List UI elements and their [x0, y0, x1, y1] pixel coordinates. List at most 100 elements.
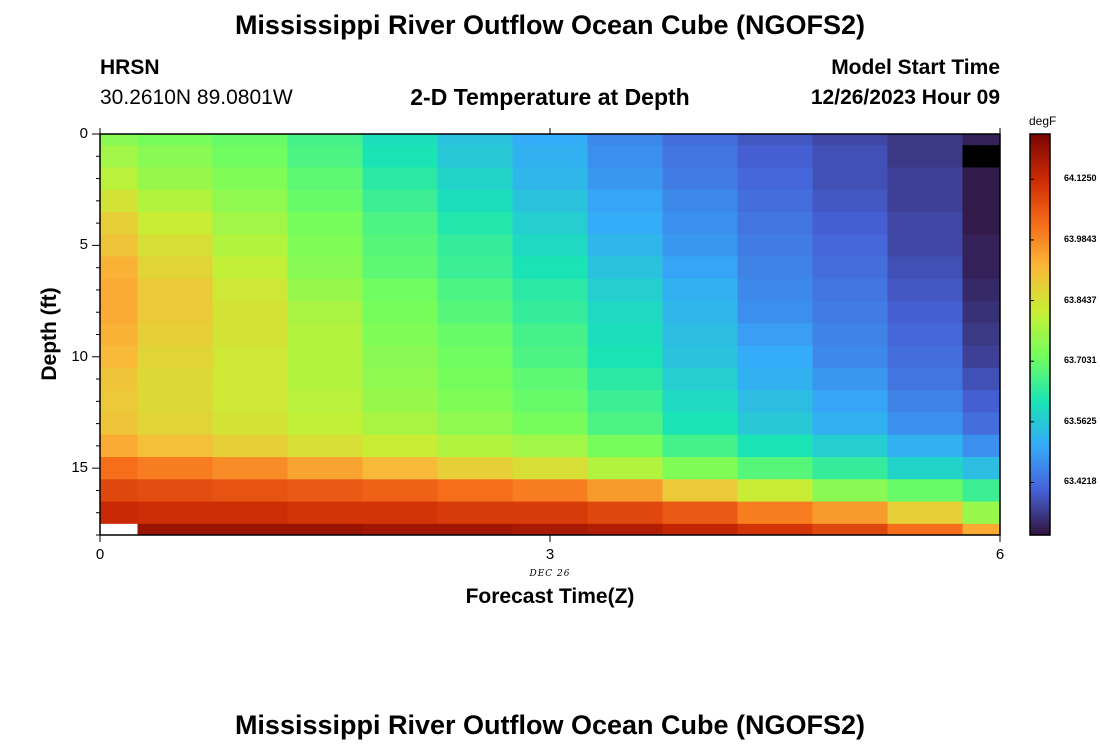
heatmap-cell: [212, 145, 288, 168]
heatmap-cell: [362, 256, 438, 280]
colorbar-segment: [1030, 176, 1050, 180]
heatmap-cell: [812, 367, 888, 391]
heatmap-cell: [812, 390, 888, 413]
colorbar-segment: [1030, 256, 1050, 260]
heatmap-cell: [587, 145, 663, 168]
colorbar-segment: [1030, 141, 1050, 145]
heatmap-cell: [100, 434, 138, 458]
colorbar-segment: [1030, 261, 1050, 265]
colorbar-segment: [1030, 349, 1050, 353]
heatmap-cell: [512, 390, 588, 413]
heatmap-cell: [437, 523, 513, 536]
heatmap-cell: [587, 278, 663, 302]
heatmap-cell: [737, 189, 813, 213]
model-start-value: 12/26/2023 Hour 09: [810, 86, 1000, 109]
heatmap-cell: [662, 501, 738, 525]
heatmap-cell: [587, 189, 663, 213]
heatmap-cell: [137, 412, 213, 436]
colorbar-segment: [1030, 296, 1050, 301]
heatmap-cell: [437, 234, 513, 258]
colorbar-segment: [1030, 151, 1050, 155]
heatmap-cell: [662, 323, 738, 347]
heatmap-cell: [737, 211, 813, 235]
colorbar-segment: [1030, 367, 1050, 371]
heatmap-cell: [962, 211, 1001, 235]
colorbar-segment: [1030, 344, 1050, 348]
colorbar-segment: [1030, 259, 1050, 263]
heatmap-cell: [887, 345, 963, 369]
colorbar-segment: [1030, 174, 1050, 178]
x-tick-label: 3: [545, 546, 555, 563]
heatmap-cell: [962, 134, 1001, 146]
heatmap-cell: [587, 167, 663, 191]
colorbar-segment: [1030, 329, 1050, 333]
heatmap-cell: [287, 234, 363, 258]
heatmap-cell: [962, 523, 1001, 536]
heatmap-cell: [362, 390, 438, 413]
colorbar-segment: [1030, 301, 1050, 306]
heatmap-cell: [100, 301, 138, 324]
heatmap-cell: [212, 301, 288, 324]
heatmap-cell: [737, 412, 813, 436]
heatmap-cell: [812, 211, 888, 235]
heatmap-cell: [737, 234, 813, 258]
colorbar-segment: [1030, 524, 1050, 529]
heatmap-cell: [737, 479, 813, 503]
heatmap-cell: [962, 367, 1001, 391]
x-tick-label: 0: [95, 546, 105, 563]
colorbar-segment: [1030, 479, 1050, 483]
heatmap-cell: [100, 412, 138, 436]
heatmap-cell: [437, 390, 513, 413]
heatmap-cell: [362, 479, 438, 503]
heatmap-cell: [737, 501, 813, 525]
colorbar-segment: [1030, 387, 1050, 391]
heatmap-cell: [737, 367, 813, 391]
heatmap-cell: [137, 211, 213, 235]
colorbar-segment: [1030, 389, 1050, 393]
heatmap-cell: [812, 457, 888, 480]
heatmap-cell: [437, 301, 513, 324]
colorbar-segment: [1030, 249, 1050, 253]
heatmap-cell: [100, 145, 138, 168]
heatmap-cell: [512, 434, 588, 458]
heatmap-cell: [662, 145, 738, 168]
colorbar-segment: [1030, 146, 1050, 150]
heatmap-cell: [437, 145, 513, 168]
colorbar-segment: [1030, 474, 1050, 478]
colorbar-segment: [1030, 432, 1050, 436]
colorbar-segment: [1030, 512, 1050, 516]
heatmap-cell: [887, 234, 963, 258]
heatmap-cell: [812, 345, 888, 369]
heatmap-cell: [287, 523, 363, 536]
colorbar-tick-label: 63.7031: [1064, 355, 1097, 366]
colorbar: [1029, 133, 1051, 536]
heatmap-cell: [100, 256, 138, 280]
colorbar-segment: [1030, 179, 1050, 183]
heatmap-cell: [437, 367, 513, 391]
colorbar-segment: [1030, 289, 1050, 293]
colorbar-segment: [1030, 489, 1050, 493]
colorbar-segment: [1030, 419, 1050, 423]
heatmap-cell: [287, 412, 363, 436]
heatmap-cell: [100, 501, 138, 525]
colorbar-segment: [1030, 169, 1050, 173]
colorbar-segment: [1030, 412, 1050, 416]
colorbar-segment: [1030, 144, 1050, 148]
colorbar-segment: [1030, 281, 1050, 285]
heatmap-cell: [737, 301, 813, 324]
colorbar-tick-label: 63.4218: [1064, 476, 1097, 487]
colorbar-segment: [1030, 294, 1050, 298]
colorbar-segment: [1030, 204, 1050, 208]
colorbar-segment: [1030, 331, 1050, 336]
heatmap-cell: [212, 345, 288, 369]
colorbar-segment: [1030, 529, 1050, 534]
heatmap-cell: [962, 412, 1001, 436]
heatmap-cell: [812, 479, 888, 503]
colorbar-segment: [1030, 239, 1050, 243]
heatmap-cell: [362, 345, 438, 369]
colorbar-segment: [1030, 337, 1050, 341]
heatmap-cell: [887, 479, 963, 503]
heatmap-cell: [887, 134, 963, 146]
colorbar-segment: [1030, 306, 1050, 311]
colorbar-segment: [1030, 299, 1050, 303]
